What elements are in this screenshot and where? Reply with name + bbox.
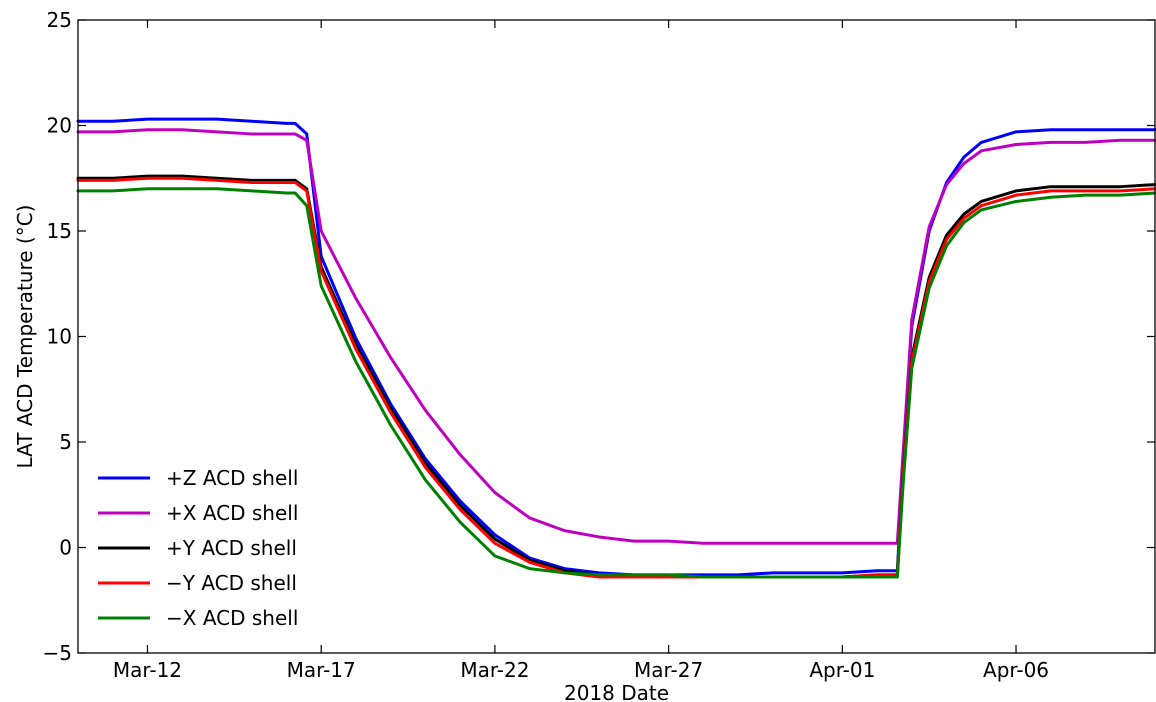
y-axis-label: LAT ACD Temperature (°C) xyxy=(13,205,37,469)
x-axis-label: 2018 Date xyxy=(564,681,669,702)
legend: +Z ACD shell +X ACD shell +Y ACD shell −Y A… xyxy=(98,466,298,630)
legend-entry-2: +X ACD shell xyxy=(98,501,298,525)
y-tick-label: 10 xyxy=(47,325,72,349)
series-line-2 xyxy=(76,128,1156,545)
legend-label: −X ACD shell xyxy=(166,606,298,630)
legend-entry-3: +Y ACD shell xyxy=(98,536,297,560)
y-tick-label: 5 xyxy=(59,430,72,454)
x-tick-label: Apr-01 xyxy=(809,658,875,682)
y-tick-label: 20 xyxy=(47,114,72,138)
x-tick-label: Apr-06 xyxy=(983,658,1049,682)
y-tick-label: 0 xyxy=(59,536,72,560)
axis-ticks-layer: −5 0 5 10 15 20 25 Mar-12 Mar-17 Mar-22 Mar-27 Apr-… xyxy=(43,8,1155,682)
legend-entry-1: +Z ACD shell xyxy=(98,466,298,490)
legend-label: +Y ACD shell xyxy=(166,536,297,560)
legend-label: +Z ACD shell xyxy=(166,466,298,490)
y-tick-label: 25 xyxy=(47,8,72,32)
x-tick-label: Mar-27 xyxy=(634,658,703,682)
legend-entry-4: −Y ACD shell xyxy=(98,571,297,595)
series-lines-layer xyxy=(76,117,1156,579)
legend-entry-5: −X ACD shell xyxy=(98,606,298,630)
legend-label: +X ACD shell xyxy=(166,501,298,525)
legend-label: −Y ACD shell xyxy=(166,571,297,595)
x-tick-label: Mar-12 xyxy=(113,658,182,682)
series-line-4 xyxy=(76,176,1156,579)
x-tick-label: Mar-17 xyxy=(287,658,356,682)
y-tick-label: 15 xyxy=(47,219,72,243)
series-line-5 xyxy=(76,187,1156,579)
y-tick-label: −5 xyxy=(43,641,72,665)
x-tick-label: Mar-22 xyxy=(460,658,529,682)
